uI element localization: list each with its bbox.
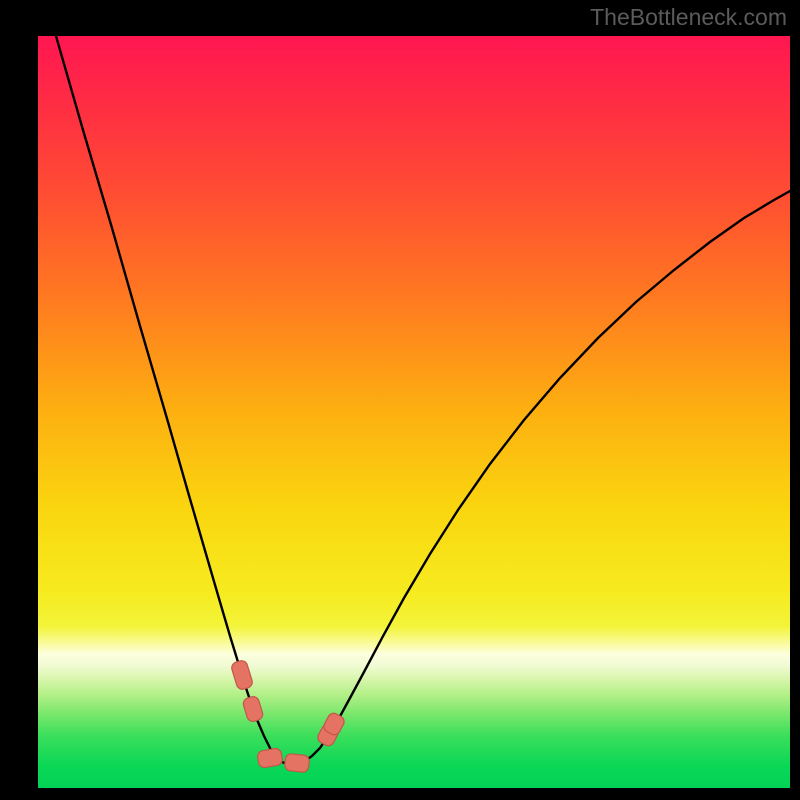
chart-svg xyxy=(38,36,790,788)
gradient-background xyxy=(38,36,790,788)
data-marker xyxy=(257,748,284,769)
data-marker xyxy=(284,753,310,772)
chart-frame: TheBottleneck.com xyxy=(0,0,800,800)
chart-plot-area xyxy=(38,36,790,788)
watermark-text: TheBottleneck.com xyxy=(590,4,787,31)
